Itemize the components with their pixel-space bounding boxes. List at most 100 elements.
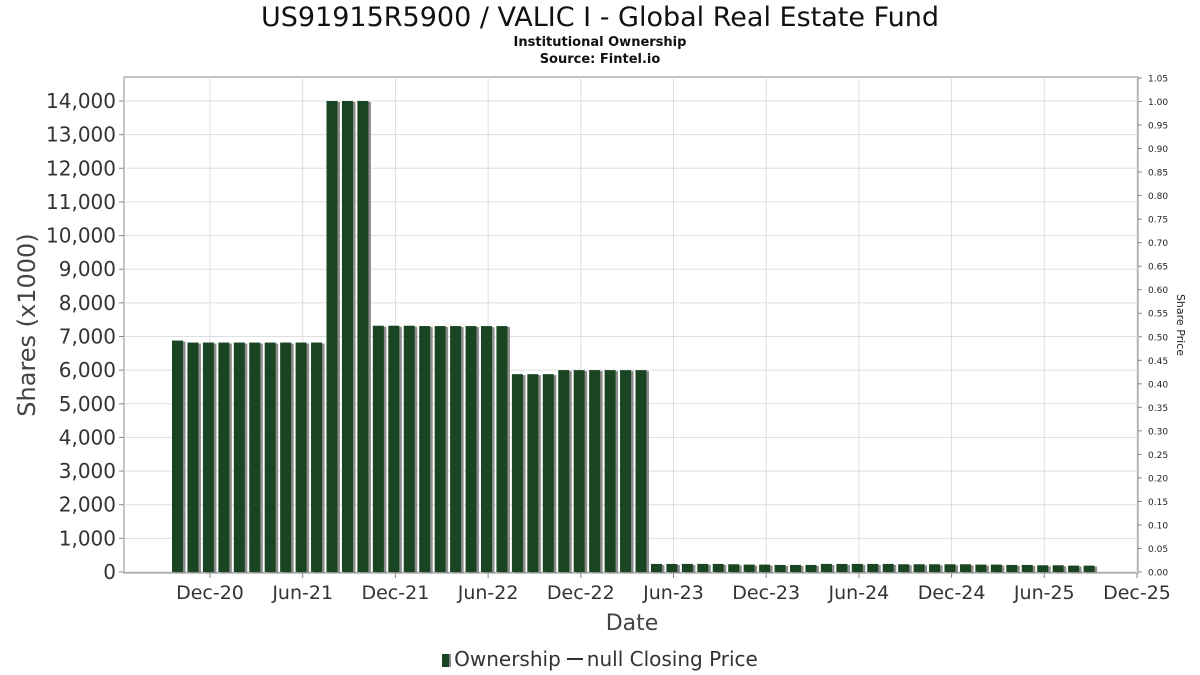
- ownership-bar: [589, 370, 601, 572]
- ownership-bar: [388, 325, 400, 572]
- ownership-bar: [913, 564, 925, 572]
- y2-tick-label: 0.75: [1148, 216, 1168, 226]
- ownership-bar: [403, 325, 415, 572]
- ownership-bar: [264, 342, 276, 572]
- y2-tick-label: 0.05: [1148, 545, 1168, 555]
- y-tick-label: 14,000: [46, 89, 116, 113]
- ownership-bar: [790, 564, 801, 572]
- bar-series-ownership: [172, 101, 1098, 573]
- ownership-bar: [944, 564, 956, 572]
- x-tick-label: Jun-21: [271, 582, 333, 604]
- ownership-bar: [573, 370, 585, 572]
- ownership-bar: [295, 342, 307, 572]
- x-tick-label: Dec-20: [176, 582, 244, 604]
- ownership-bar: [1083, 565, 1095, 572]
- ownership-bar: [712, 563, 724, 572]
- ownership-bar: [882, 563, 894, 572]
- ownership-bar: [1006, 564, 1018, 572]
- ownership-bar: [357, 101, 369, 572]
- x-tick-label: Jun-22: [457, 582, 519, 604]
- ownership-bar: [929, 564, 941, 572]
- y2-tick-label: 0.85: [1148, 169, 1168, 179]
- ownership-bar: [465, 326, 477, 572]
- chart-subtitle: Institutional Ownership: [513, 35, 687, 50]
- y2-tick-label: 0.90: [1148, 145, 1168, 155]
- ownership-bar: [959, 564, 971, 572]
- x-tick-label: Dec-22: [547, 582, 615, 604]
- y2-tick-label: 0.55: [1148, 310, 1168, 320]
- price-legend-line: [566, 658, 583, 660]
- ownership-bar: [341, 101, 353, 572]
- ownership-bar: [187, 342, 199, 572]
- legend-price-label: null Closing Price: [586, 647, 758, 671]
- y2-tick-label: 0.15: [1148, 498, 1168, 508]
- x-tick-label: Dec-21: [361, 582, 429, 604]
- y-tick-label: 12,000: [46, 156, 116, 180]
- y-tick-label: 8,000: [59, 291, 116, 315]
- ownership-bar: [218, 342, 230, 572]
- y2-tick-label: 0.30: [1148, 427, 1168, 437]
- y-axis-title: Shares (x1000): [13, 233, 41, 416]
- ownership-bar: [604, 370, 616, 572]
- ownership-bar: [1052, 565, 1064, 572]
- chart-source: Source: Fintel.io: [539, 52, 661, 67]
- y-tick-label: 6,000: [59, 358, 116, 382]
- ownership-bar: [172, 340, 183, 572]
- ownership-bar: [280, 342, 292, 572]
- ownership-bar: [805, 564, 817, 572]
- y2-tick-label: 0.70: [1148, 239, 1168, 249]
- ownership-bar: [1021, 564, 1033, 572]
- y2-tick-label: 0.35: [1148, 404, 1168, 414]
- ownership-bar: [1068, 565, 1080, 572]
- x-tick-label: Dec-25: [1103, 582, 1171, 604]
- ownership-bar: [481, 326, 492, 572]
- y2-tick-label: 0.20: [1148, 474, 1168, 484]
- y-tick-label: 11,000: [46, 190, 116, 214]
- y-tick-label: 7,000: [59, 325, 116, 349]
- ownership-bar: [202, 342, 214, 572]
- ownership-bar: [1037, 565, 1049, 572]
- ownership-bar: [249, 342, 261, 572]
- x-tick-label: Dec-23: [732, 582, 800, 604]
- ownership-bar: [774, 564, 786, 572]
- x-axis-title: Date: [606, 611, 659, 636]
- y2-tick-label: 0.10: [1148, 521, 1168, 531]
- y-tick-label: 5,000: [59, 392, 116, 416]
- ownership-bar: [867, 563, 879, 572]
- y-tick-label: 0: [103, 560, 116, 584]
- ownership-legend-swatch: [442, 654, 452, 667]
- ownership-bar: [666, 563, 678, 572]
- ownership-bar: [558, 370, 570, 572]
- y-tick-label: 4,000: [59, 425, 116, 449]
- ownership-bar: [635, 370, 647, 572]
- ownership-bar: [836, 563, 848, 572]
- y2-tick-label: 0.65: [1148, 263, 1168, 273]
- x-tick-label: Jun-24: [828, 582, 890, 604]
- ownership-bar: [851, 563, 863, 572]
- legend-ownership-label: Ownership: [454, 647, 561, 671]
- y2-tick-label: 0.45: [1148, 357, 1168, 367]
- y2-tick-label: 1.00: [1148, 98, 1168, 108]
- ownership-bar: [650, 563, 662, 572]
- ownership-bar: [311, 342, 323, 572]
- y-tick-label: 3,000: [59, 459, 116, 483]
- ownership-bar: [511, 374, 523, 572]
- y2-tick-label: 0.60: [1148, 286, 1168, 296]
- y2-tick-label: 0.40: [1148, 380, 1168, 390]
- y-tick-label: 2,000: [59, 493, 116, 517]
- ownership-bar: [975, 564, 987, 572]
- y2-tick-label: 1.05: [1148, 75, 1168, 85]
- ownership-bar: [743, 564, 755, 572]
- axes: 0 1,000 2,000 3,000 4,000 5,000 6,000 7,000 8,00…: [46, 75, 1171, 605]
- y-tick-label: 13,000: [46, 123, 116, 147]
- ownership-bar: [372, 325, 384, 572]
- ownership-bar: [759, 564, 771, 572]
- y2-tick-label: 0.50: [1148, 333, 1168, 343]
- y2-tick-label: 0.95: [1148, 122, 1168, 132]
- ownership-bar: [728, 564, 740, 572]
- ownership-bar: [681, 563, 693, 572]
- ownership-bar: [419, 326, 431, 572]
- y2-tick-label: 0.00: [1148, 569, 1168, 579]
- ownership-bar: [990, 564, 1002, 572]
